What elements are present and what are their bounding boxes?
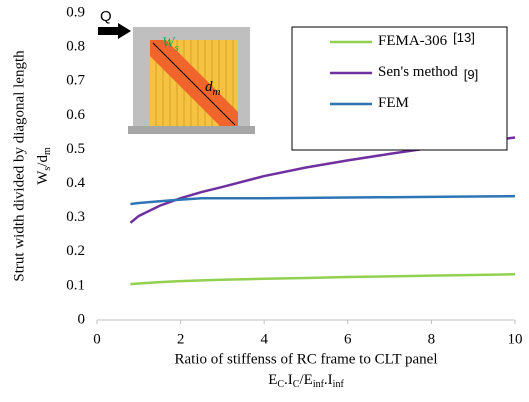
label-subscript: C (293, 379, 300, 390)
legend-ref: [13] (453, 30, 475, 45)
diagonal-label: dm (205, 79, 221, 97)
y-tick-label: 0 (78, 311, 86, 327)
load-arrow (98, 23, 131, 39)
label-part: .I (284, 372, 293, 388)
y-tick-label: 0.2 (66, 243, 85, 259)
x-tick-label: 0 (93, 331, 101, 347)
line-series (130, 194, 516, 206)
diagonal-sub: m (213, 86, 221, 98)
label-subscript: inf (313, 379, 325, 390)
label-part: /d (35, 155, 51, 167)
width-sub: s (175, 42, 179, 54)
x-axis-label-2: EC.IC/Einf.Iinf (268, 372, 344, 390)
y-tick-label: 0.5 (66, 141, 85, 157)
legend-label: FEM (378, 95, 409, 111)
x-tick-label: 6 (344, 331, 352, 347)
legend-name: FEMA-306 (378, 33, 448, 49)
x-tick-label: 2 (177, 331, 185, 347)
y-tick-label: 0.4 (66, 175, 85, 191)
width-label: Ws (162, 35, 179, 53)
legend-name: FEM (378, 95, 409, 111)
y-tick-label: 0.3 (66, 209, 85, 225)
legend (291, 26, 508, 151)
diagonal-main: d (205, 79, 213, 95)
legend-ref: [9] (464, 67, 478, 82)
legend-name: Sen's method (378, 64, 458, 80)
line-series (130, 273, 516, 286)
diagonal (152, 42, 236, 126)
load-label: Q (100, 8, 112, 25)
x-tick-label: 10 (508, 331, 523, 347)
y-tick-label: 0.6 (66, 107, 85, 123)
legend-label: FEMA-306 [13] (378, 30, 475, 49)
label-subscript: inf (333, 379, 345, 390)
y-tick-label: 0.1 (66, 277, 85, 293)
y-axis-label: Strut width divided by diagonal length (11, 50, 27, 282)
x-tick-label: 8 (428, 331, 436, 347)
label-part: /E (299, 372, 312, 388)
label-subscript: s (42, 167, 53, 171)
legend-label: Sen's method [9] (378, 64, 478, 82)
y-tick-label: 0.9 (66, 4, 85, 20)
label-subscript: C (277, 379, 284, 390)
base (128, 126, 255, 134)
y-axis-label-2: Ws/dm (35, 147, 53, 185)
label-part: E (268, 372, 277, 388)
x-axis-label: Ratio of stiffenss of RC frame to CLT pa… (174, 351, 437, 367)
x-tick-label: 4 (260, 331, 268, 347)
width-main: W (162, 35, 176, 51)
label-part: .I (324, 372, 333, 388)
y-tick-label: 0.8 (66, 39, 85, 55)
y-tick-label: 0.7 (66, 73, 85, 89)
inset-diagram: Q Ws dm (98, 8, 255, 134)
label-part: W (35, 170, 51, 185)
label-subscript: m (42, 147, 53, 155)
